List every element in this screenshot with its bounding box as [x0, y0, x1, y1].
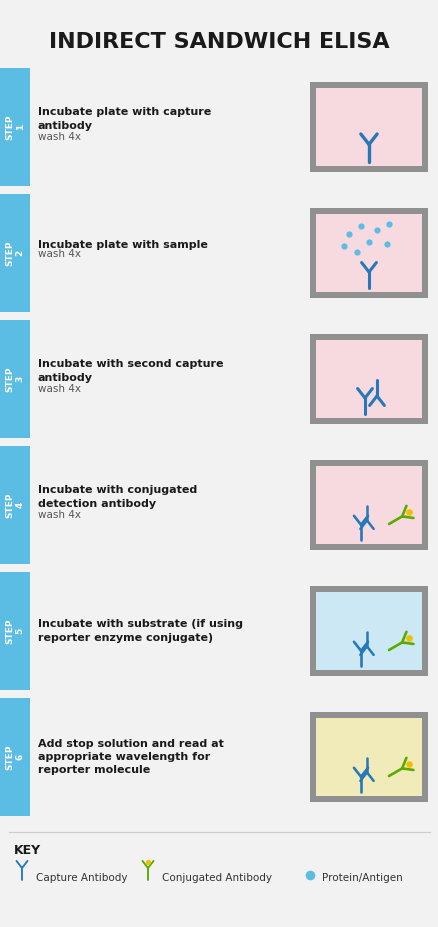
- Text: Incubate plate with sample: Incubate plate with sample: [38, 240, 208, 250]
- Text: wash 4x: wash 4x: [38, 249, 81, 259]
- Bar: [0, 446, 30, 564]
- Bar: [309, 586, 427, 676]
- Bar: [309, 712, 427, 802]
- Text: STEP
3: STEP 3: [5, 366, 25, 392]
- Text: Incubate plate with capture
antibody: Incubate plate with capture antibody: [38, 108, 211, 131]
- Bar: [315, 718, 421, 796]
- Text: STEP
4: STEP 4: [5, 492, 25, 518]
- Bar: [0, 320, 30, 438]
- Text: Conjugated Antibody: Conjugated Antibody: [162, 873, 272, 883]
- Text: Incubate with second capture
antibody: Incubate with second capture antibody: [38, 360, 223, 383]
- Text: INDIRECT SANDWICH ELISA: INDIRECT SANDWICH ELISA: [49, 32, 389, 52]
- Text: Incubate with conjugated
detection antibody: Incubate with conjugated detection antib…: [38, 486, 197, 509]
- Bar: [0, 572, 30, 690]
- Bar: [315, 88, 421, 166]
- Text: STEP
6: STEP 6: [5, 744, 25, 769]
- Bar: [309, 334, 427, 424]
- Bar: [0, 68, 30, 186]
- Text: STEP
1: STEP 1: [5, 114, 25, 140]
- Bar: [315, 340, 421, 418]
- Text: Capture Antibody: Capture Antibody: [36, 873, 127, 883]
- Text: KEY: KEY: [14, 844, 41, 857]
- Bar: [315, 466, 421, 544]
- Text: Protein/Antigen: Protein/Antigen: [321, 873, 402, 883]
- Text: Add stop solution and read at
appropriate wavelength for
reporter molecule: Add stop solution and read at appropriat…: [38, 739, 223, 775]
- Bar: [0, 194, 30, 312]
- Bar: [315, 592, 421, 670]
- Text: wash 4x: wash 4x: [38, 132, 81, 142]
- Text: STEP
2: STEP 2: [5, 240, 25, 266]
- Text: Incubate with substrate (if using
reporter enzyme conjugate): Incubate with substrate (if using report…: [38, 619, 243, 642]
- Text: wash 4x: wash 4x: [38, 510, 81, 520]
- Text: STEP
5: STEP 5: [5, 618, 25, 643]
- Bar: [309, 460, 427, 550]
- Bar: [315, 214, 421, 292]
- Text: wash 4x: wash 4x: [38, 384, 81, 394]
- Bar: [0, 698, 30, 816]
- Bar: [309, 82, 427, 172]
- Bar: [309, 208, 427, 298]
